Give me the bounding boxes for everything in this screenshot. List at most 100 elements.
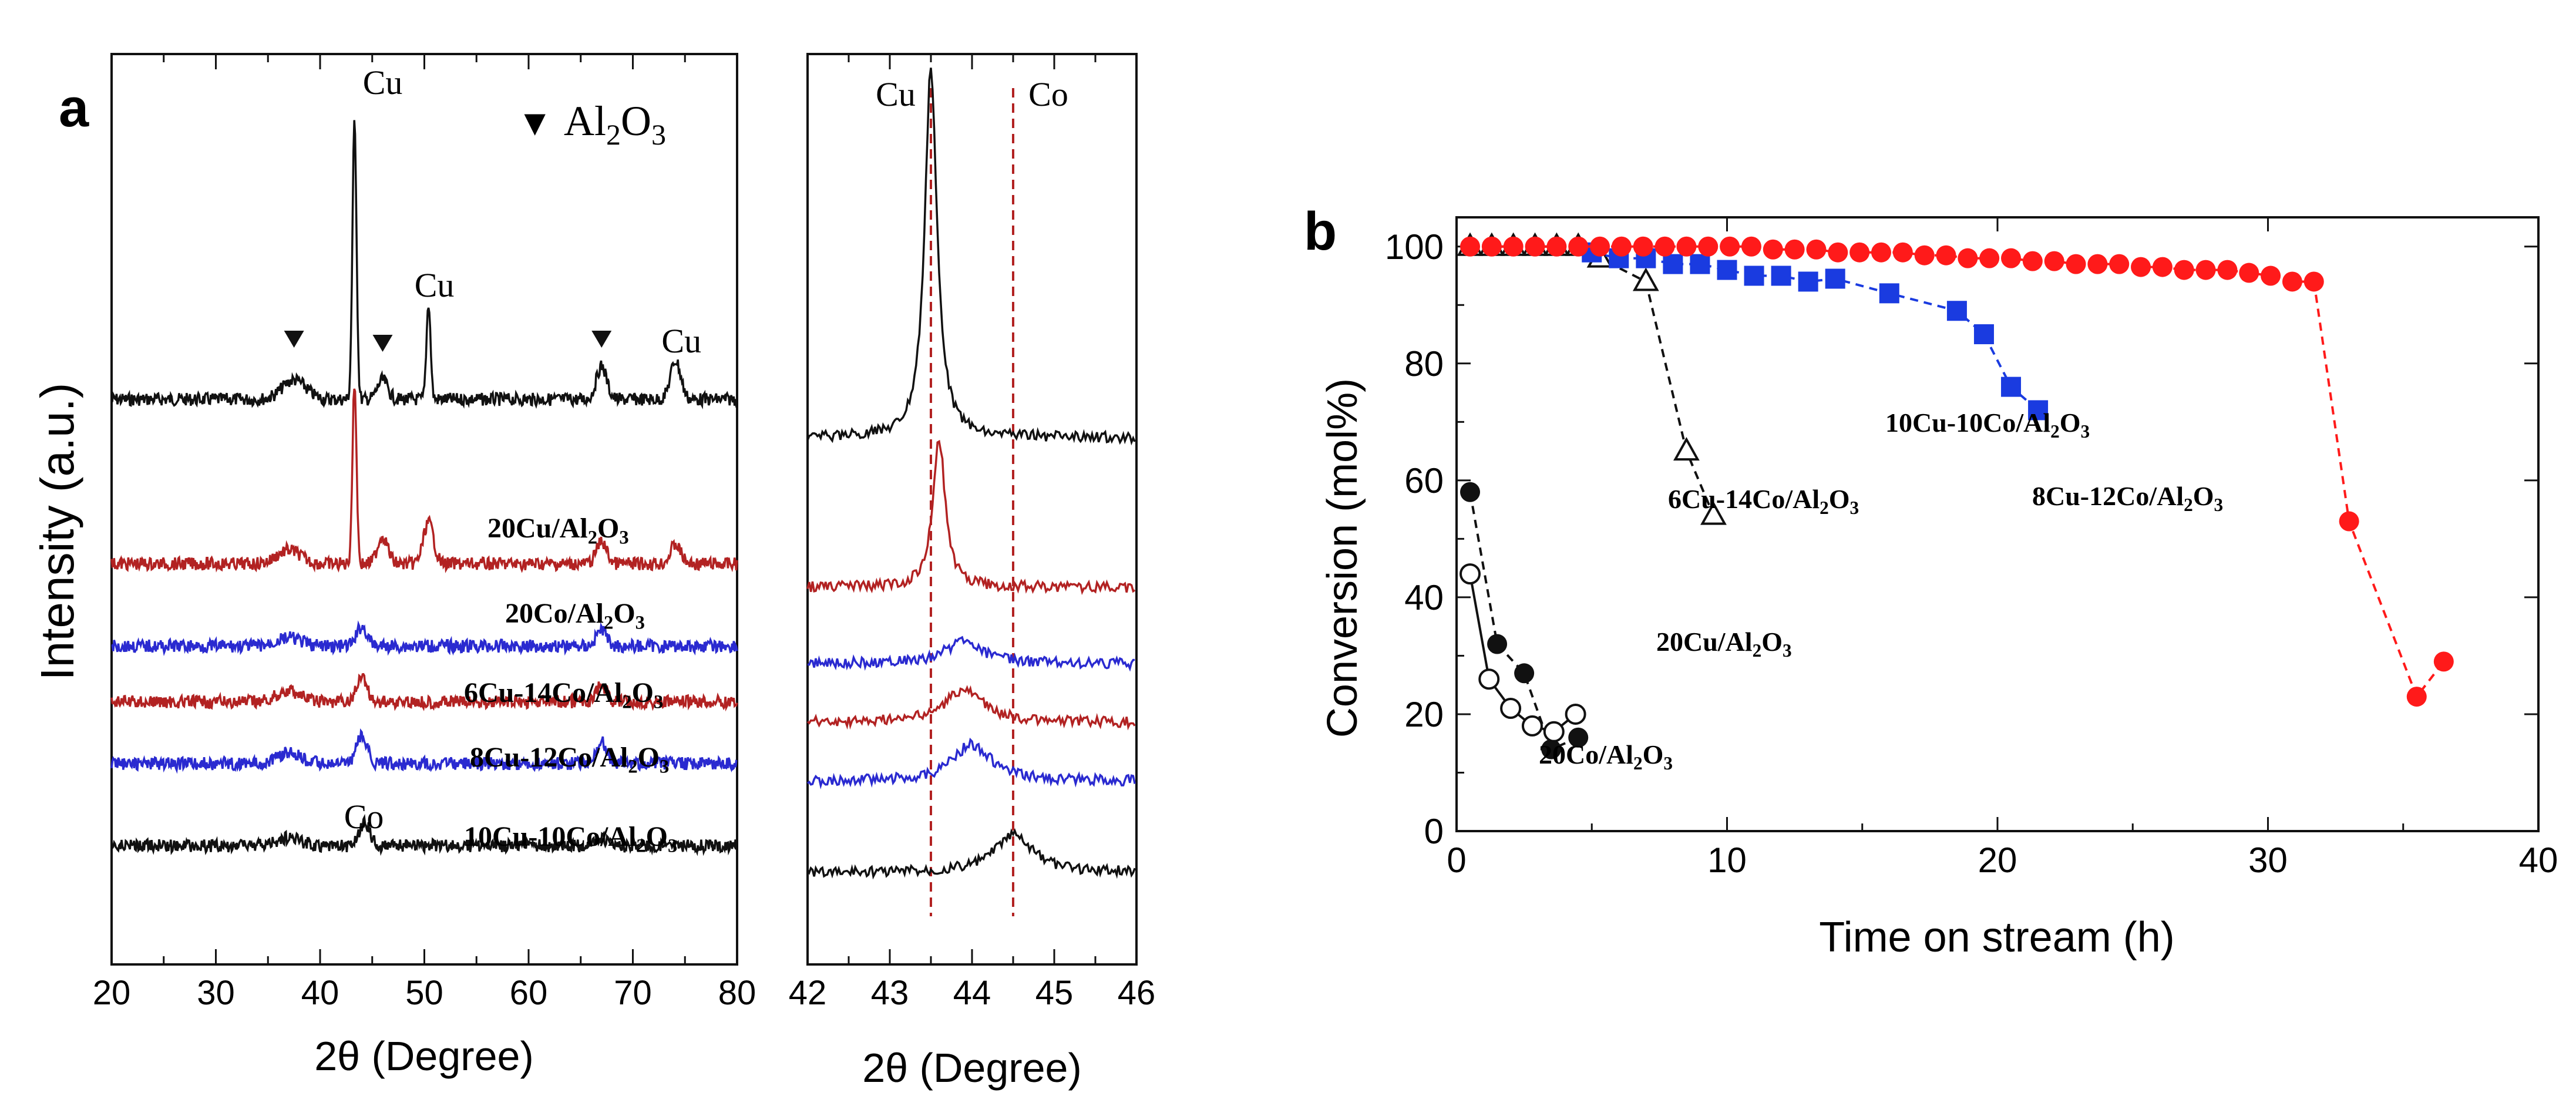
xrd-trace-left [110, 728, 738, 774]
x-tick-label: 40 [2519, 841, 2558, 880]
xrd-right-traces [806, 68, 1136, 880]
conversion-series-labels: 8Cu-12Co/Al2O3 10Cu-10Co/Al2O3 6Cu-14Co/Al… [1539, 408, 2223, 774]
data-point [1806, 239, 1827, 260]
xrd-right-ticks: 42 43 44 45 46 [789, 54, 1156, 1012]
data-point [1744, 265, 1764, 286]
data-point [1946, 301, 1967, 321]
data-point [1673, 436, 1700, 461]
al2o3-legend-text: Al2O3 [564, 98, 666, 151]
data-point [1720, 236, 1740, 257]
data-point [1565, 703, 1586, 725]
data-point [2109, 254, 2130, 274]
data-point [1478, 668, 1500, 690]
xrd-left-x-axis-label: 2θ (Degree) [314, 1033, 534, 1079]
series-label: 20Cu/Al2O3 [1656, 627, 1792, 661]
x-tick-label: 45 [1035, 974, 1074, 1012]
xrd-plot-frame-left [110, 53, 738, 966]
trace-label: 8Cu-12Co/Al2O3 [470, 742, 669, 778]
data-point [2131, 257, 2151, 277]
data-point [1590, 236, 1610, 257]
data-point [1459, 563, 1481, 585]
data-point [1632, 267, 1659, 291]
data-point [1698, 236, 1719, 257]
xrd-left-ticks: 20 30 40 50 60 70 80 [93, 54, 756, 1012]
xrd-trace-right [806, 737, 1136, 790]
panel-b-label: b [1304, 201, 1337, 261]
al2o3-legend: ▼ Al2O3 [517, 98, 666, 151]
data-point [2217, 260, 2238, 280]
xrd-trace-right [806, 828, 1136, 880]
xrd-left-traces [110, 120, 738, 856]
al2o3-marker [284, 331, 304, 348]
xrd-trace-left [110, 813, 738, 856]
peak-label: Cu [415, 266, 455, 304]
data-point [1741, 236, 1761, 257]
x-tick-label: 46 [1118, 974, 1156, 1012]
data-point [1546, 236, 1567, 257]
xrd-plot-frame-right [806, 53, 1138, 966]
xrd-trace-labels: 20Cu/Al2O3 20Co/Al2O3 6Cu-14Co/Al2O3 8Cu-12… [464, 513, 677, 857]
data-point [1541, 739, 1562, 759]
trace-label: 20Cu/Al2O3 [487, 513, 629, 549]
data-point [2282, 271, 2302, 292]
x-tick-label: 80 [718, 974, 756, 1012]
data-point [1879, 283, 1899, 304]
data-point [1654, 236, 1675, 257]
x-tick-label: 70 [614, 974, 652, 1012]
series-label: 20Co/Al2O3 [1539, 739, 1673, 774]
data-point [1663, 254, 1683, 274]
data-point [2022, 251, 2043, 271]
series-label: 6Cu-14Co/Al2O3 [1668, 484, 1859, 518]
x-tick-label: 0 [1447, 841, 1466, 880]
data-point [1825, 268, 1845, 289]
data-point [1828, 242, 1848, 263]
al2o3-marker [591, 331, 612, 348]
data-point [2152, 257, 2173, 277]
xrd-trace-left [110, 388, 738, 573]
time-axis-label: Time on stream (h) [1819, 914, 2174, 961]
xrd-trace-right [806, 685, 1136, 731]
y-tick-label: 80 [1404, 344, 1444, 384]
xrd-trace-right [806, 68, 1136, 446]
peak-label: Cu [876, 75, 916, 113]
data-point [1690, 254, 1710, 274]
xrd-left-peak-labels: Cu Cu Cu Co [344, 63, 701, 836]
data-point [1700, 501, 1727, 525]
data-point [1568, 727, 1589, 748]
data-point [1568, 236, 1589, 257]
data-point [2261, 265, 2281, 286]
data-point [1958, 248, 1978, 268]
data-point [2001, 248, 2022, 268]
trace-label: 10Cu-10Co/Al2O3 [464, 821, 677, 857]
y-tick-label: 0 [1424, 812, 1444, 851]
data-point [1979, 248, 2000, 268]
data-point [1849, 242, 1870, 263]
x-tick-label: 40 [301, 974, 339, 1012]
data-point [2044, 251, 2064, 271]
panel-b: b Conversion (mol%) 0 10 20 30 40 0 20 40 60 80 10… [1304, 201, 2558, 961]
data-point [2239, 263, 2259, 283]
xrd-trace-left [110, 120, 738, 409]
conversion-axis-label: Conversion (mol%) [1319, 378, 1366, 738]
conversion-ticks: 0 10 20 30 40 0 20 40 60 80 100 [1385, 217, 2558, 880]
y-tick-label: 40 [1404, 578, 1444, 617]
data-point [1525, 236, 1545, 257]
x-tick-label: 60 [510, 974, 548, 1012]
peak-label: Co [1028, 75, 1068, 113]
xrd-right-peak-labels: Cu Co [876, 75, 1068, 113]
data-point [1611, 236, 1632, 257]
al2o3-marker [372, 335, 393, 352]
x-tick-label: 43 [871, 974, 909, 1012]
data-point [2303, 271, 2324, 292]
series-line [1469, 573, 1576, 733]
data-point [1871, 242, 1891, 263]
x-tick-label: 10 [1707, 841, 1747, 880]
data-point [2174, 260, 2194, 280]
x-tick-label: 20 [93, 974, 131, 1012]
data-point [2001, 376, 2022, 397]
data-point [1798, 271, 1818, 292]
data-point [2087, 254, 2108, 274]
y-tick-label: 100 [1385, 227, 1444, 267]
data-point [1633, 236, 1653, 257]
